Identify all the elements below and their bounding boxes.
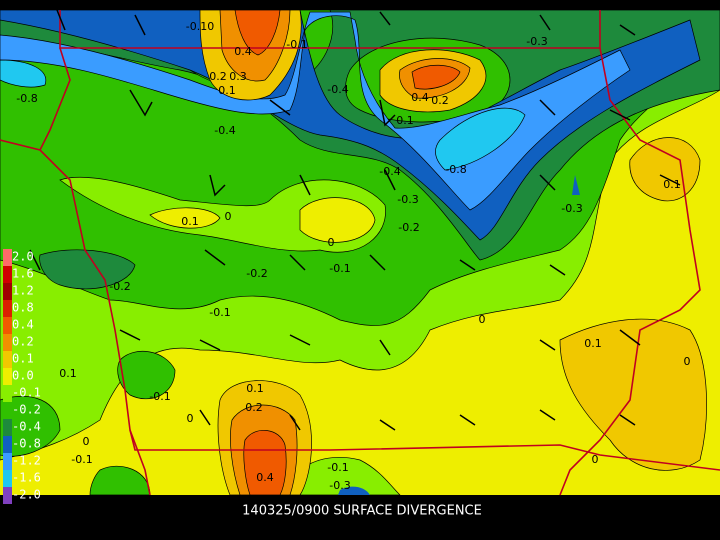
contour-label: 0 [225, 210, 232, 223]
wind-barb [29, 4, 681, 431]
contour-label: -0.4 [214, 124, 235, 137]
contour-label: 0.3 [229, 70, 247, 83]
legend-label: 0.8 [12, 301, 34, 315]
contour-label: -0.1 [329, 262, 350, 275]
legend-label: 1.6 [12, 267, 34, 281]
field [0, 9, 720, 496]
legend-swatch [3, 436, 12, 453]
contour-label: -0.4 [327, 83, 348, 96]
contour-label: 0.1 [218, 84, 236, 97]
legend-swatch [3, 419, 12, 436]
legend-label: -1.2 [12, 454, 41, 468]
legend-swatch [3, 385, 12, 402]
legend-swatch [3, 487, 12, 504]
contour-label: -0.10 [186, 20, 214, 33]
contour-label: 0.4 [411, 91, 429, 104]
legend-swatch [3, 453, 12, 470]
legend-swatch [3, 300, 12, 317]
contour-label: -0.3 [561, 202, 582, 215]
contour-label: 0 [684, 355, 691, 368]
contour-label: 0.1 [663, 178, 681, 191]
legend-swatch [3, 351, 12, 368]
legend-label: -0.2 [12, 403, 41, 417]
fill-cyan [0, 59, 526, 171]
contour-label: -0.2 [109, 280, 130, 293]
legend-swatch [3, 334, 12, 351]
fill-yellow [149, 197, 376, 243]
legend-swatch [3, 249, 12, 266]
contour-label: 0.2 [209, 70, 227, 83]
contour-label: -0.1 [286, 38, 307, 51]
state-borders [0, 10, 720, 496]
legend-label: -2.0 [12, 488, 41, 502]
contour-label: -0.8 [445, 163, 466, 176]
contour-label: -0.4 [379, 165, 400, 178]
contour-label: -0.3 [397, 193, 418, 206]
legend-label: -0.1 [12, 386, 41, 400]
state-border [559, 47, 701, 496]
caption: 140325/0900 SURFACE DIVERGENCE [242, 504, 482, 519]
contour-label: -0.1 [149, 390, 170, 403]
fill-dark-green [39, 249, 136, 290]
contour-label: -0.8 [16, 92, 37, 105]
legend-label: 0.0 [12, 369, 34, 383]
legend-label: 1.2 [12, 284, 34, 298]
color-legend: 2.0 1.6 1.2 0.8 0.4 0.2 0.1 0.0 -0.1 -0.2 -0.4 -0.8… [3, 249, 41, 504]
contour-label: 0.4 [256, 471, 274, 484]
contour-label: -0.3 [329, 479, 350, 492]
legend-swatch [3, 266, 12, 283]
state-border [0, 139, 720, 471]
legend-swatch [3, 402, 12, 419]
contour-label: 0.2 [245, 401, 263, 414]
contour-label: 0 [83, 435, 90, 448]
state-border [129, 429, 151, 496]
contour-label: -0.2 [398, 221, 419, 234]
legend-label: -0.8 [12, 437, 41, 451]
contour-label: -0.2 [246, 267, 267, 280]
contour-label: -0.1 [327, 461, 348, 474]
contour-label: 0.1 [246, 382, 264, 395]
contour-label: 0 [187, 412, 194, 425]
legend-label: 0.4 [12, 318, 34, 332]
legend-label: 2.0 [12, 250, 34, 264]
legend-swatch [3, 317, 12, 334]
fill-red-orange [243, 430, 287, 496]
fill-light-orange [559, 137, 707, 471]
legend-label: -0.4 [12, 420, 41, 434]
contour-label: 0.1 [59, 367, 77, 380]
legend-label: 0.2 [12, 335, 34, 349]
state-border [59, 10, 601, 49]
contour-label: 0.1 [181, 215, 199, 228]
state-border [39, 47, 71, 151]
contour-label: 0.4 [234, 45, 252, 58]
legend-swatch [3, 368, 12, 385]
legend-label: 0.1 [12, 352, 34, 366]
fill-red-orange [234, 9, 461, 90]
contour-labels: -0.10 0.4 -0.1 -0.3 0.2 0.3 0.1 -0.8 -0.… [16, 20, 690, 492]
contour-label: 0.2 [431, 94, 449, 107]
legend-swatch [3, 470, 12, 487]
contour-label: 0.1 [584, 337, 602, 350]
contour-label: 0 [479, 313, 486, 326]
legend-swatch [3, 283, 12, 300]
wind-barbs [29, 4, 681, 431]
contour-label: 0 [328, 236, 335, 249]
contour-label: 0.1 [396, 114, 414, 127]
fill-orange [219, 9, 471, 99]
contour-label: 0 [592, 453, 599, 466]
contour-label: -0.3 [526, 35, 547, 48]
legend-label: -1.6 [12, 471, 41, 485]
contour-label: -0.1 [209, 306, 230, 319]
contour-label: -0.1 [71, 453, 92, 466]
